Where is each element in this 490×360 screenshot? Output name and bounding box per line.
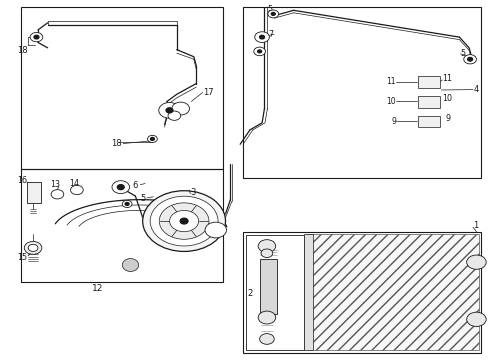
Circle shape: [147, 135, 157, 143]
Bar: [21, 7, 223, 169]
Bar: [243, 7, 481, 178]
Circle shape: [117, 185, 124, 190]
Bar: [304, 234, 313, 350]
Text: 2: 2: [247, 289, 253, 298]
Circle shape: [254, 47, 266, 56]
Circle shape: [125, 203, 129, 205]
Bar: [21, 169, 223, 282]
Text: 17: 17: [203, 88, 214, 97]
Circle shape: [170, 211, 198, 232]
Text: 16: 16: [18, 176, 27, 185]
Circle shape: [51, 190, 64, 199]
Bar: [260, 258, 277, 314]
Circle shape: [122, 201, 132, 207]
Text: 15: 15: [18, 253, 27, 262]
Text: 5: 5: [140, 194, 146, 203]
Circle shape: [150, 196, 218, 246]
Text: 10: 10: [387, 97, 396, 106]
Text: 8: 8: [254, 48, 259, 57]
Circle shape: [466, 255, 486, 269]
Bar: [27, 182, 41, 203]
Circle shape: [71, 185, 83, 195]
Circle shape: [24, 242, 42, 254]
Bar: [418, 96, 440, 108]
Text: 4: 4: [474, 85, 479, 94]
Polygon shape: [122, 258, 139, 271]
Circle shape: [464, 55, 476, 64]
Text: 1: 1: [473, 221, 478, 230]
Circle shape: [467, 58, 472, 61]
Circle shape: [150, 138, 154, 140]
Circle shape: [271, 13, 275, 15]
Bar: [243, 232, 481, 353]
Text: 9: 9: [391, 117, 396, 126]
Text: 18: 18: [17, 46, 27, 55]
Text: 5: 5: [268, 5, 272, 14]
Circle shape: [180, 218, 188, 224]
Circle shape: [466, 312, 486, 327]
Circle shape: [168, 111, 181, 120]
Text: 10: 10: [442, 94, 452, 103]
Text: 6: 6: [132, 181, 137, 190]
Circle shape: [159, 103, 180, 118]
Bar: [418, 116, 440, 127]
Bar: [307, 234, 479, 350]
Text: 7: 7: [269, 30, 273, 39]
Circle shape: [258, 240, 276, 252]
Circle shape: [34, 35, 39, 39]
Text: 18: 18: [111, 139, 122, 148]
Circle shape: [258, 311, 276, 324]
Circle shape: [166, 108, 173, 113]
Text: 14: 14: [70, 179, 79, 188]
Circle shape: [28, 244, 38, 251]
Circle shape: [258, 50, 262, 53]
Text: 5: 5: [461, 49, 466, 58]
Text: 11: 11: [442, 75, 452, 84]
Circle shape: [159, 203, 209, 239]
Text: 13: 13: [50, 180, 60, 189]
Circle shape: [260, 35, 265, 39]
Circle shape: [205, 222, 226, 238]
Circle shape: [30, 32, 43, 42]
Text: 12: 12: [92, 284, 103, 293]
Bar: [246, 235, 304, 350]
Bar: [418, 76, 440, 88]
Circle shape: [112, 181, 129, 194]
Text: 11: 11: [387, 77, 396, 86]
Circle shape: [261, 249, 273, 257]
Text: 9: 9: [446, 114, 451, 123]
Circle shape: [268, 10, 279, 18]
Text: 3: 3: [191, 188, 196, 197]
Circle shape: [260, 334, 274, 344]
Circle shape: [143, 191, 225, 251]
Circle shape: [172, 102, 190, 115]
Circle shape: [255, 32, 270, 42]
